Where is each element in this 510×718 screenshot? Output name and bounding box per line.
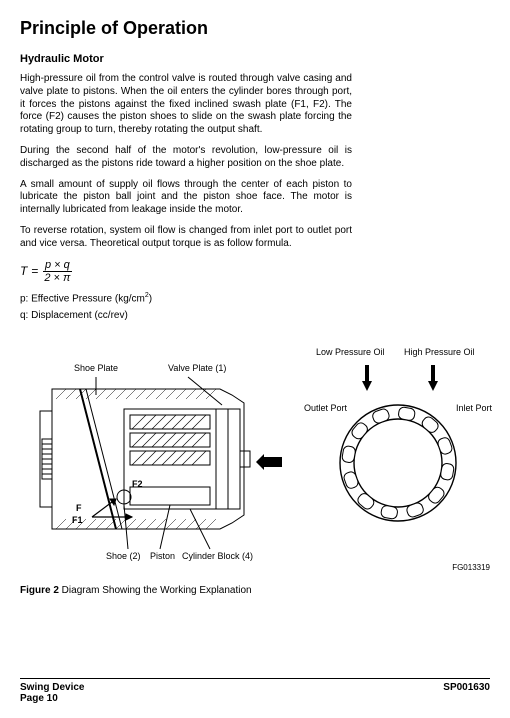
formula-denominator: 2 × π [42, 272, 72, 284]
paragraph-1: High-pressure oil from the control valve… [20, 73, 352, 137]
label-f1: F1 [72, 515, 83, 525]
label-piston: Piston [150, 551, 175, 561]
paragraph-2: During the second half of the motor's re… [20, 145, 352, 171]
figure-caption-text: Diagram Showing the Working Explanation [59, 585, 252, 596]
label-f: F [76, 503, 82, 513]
figure-caption-number: Figure 2 [20, 585, 59, 596]
label-valve-plate: Valve Plate (1) [168, 363, 226, 373]
equals-sign: = [31, 264, 38, 278]
label-high-pressure: High Pressure Oil [404, 347, 475, 357]
label-cylinder-block: Cylinder Block (4) [182, 551, 253, 561]
def-p-prefix: p: Effective Pressure (kg/cm [20, 293, 145, 304]
low-pressure-arrow-stem [365, 365, 369, 383]
label-shoe-plate: Shoe Plate [74, 363, 118, 373]
definition-q: q: Displacement (cc/rev) [20, 310, 490, 321]
definition-p: p: Effective Pressure (kg/cm2) [20, 292, 490, 304]
label-shoe: Shoe (2) [106, 551, 141, 561]
footer-page-number: Page 10 [20, 693, 84, 704]
label-low-pressure: Low Pressure Oil [316, 347, 385, 357]
paragraph-3: A small amount of supply oil flows throu… [20, 179, 352, 217]
footer-doc-id: SP001630 [443, 682, 490, 704]
label-figure-id: FG013319 [452, 563, 490, 572]
formula-fraction: p × q 2 × π [42, 259, 72, 284]
high-pressure-arrow-stem [431, 365, 435, 383]
page-footer: Swing Device Page 10 SP001630 [20, 678, 490, 704]
formula-numerator: p × q [43, 259, 72, 272]
paragraph-4: To reverse rotation, system oil flow is … [20, 225, 352, 251]
label-f2: F2 [132, 479, 143, 489]
page-title: Principle of Operation [20, 18, 490, 39]
formula-lhs: T [20, 264, 27, 278]
def-p-suffix: ) [149, 293, 152, 304]
torque-formula: T = p × q 2 × π [20, 259, 490, 284]
figure-2-diagram: Shoe Plate Valve Plate (1) Low Pressure … [20, 339, 490, 577]
label-inlet-port: Inlet Port [456, 403, 492, 413]
section-subhead: Hydraulic Motor [20, 53, 490, 65]
flow-arrow-icon [264, 457, 282, 467]
footer-section: Swing Device [20, 682, 84, 693]
label-outlet-port: Outlet Port [304, 403, 347, 413]
motor-cross-section [20, 339, 280, 569]
figure-caption: Figure 2 Diagram Showing the Working Exp… [20, 585, 490, 596]
